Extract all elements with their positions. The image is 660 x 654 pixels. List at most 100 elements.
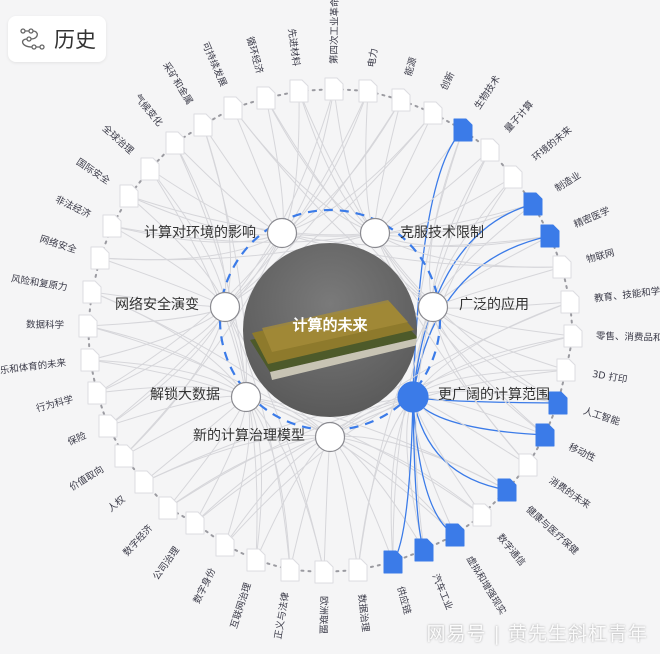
document-icon	[314, 560, 334, 584]
outer-node[interactable]: 3D 打印	[556, 358, 628, 386]
theme-node[interactable]: 解锁大数据	[150, 381, 262, 413]
outer-node-label: 数据科学	[26, 318, 64, 331]
document-icon	[289, 79, 309, 103]
theme-node[interactable]: 网络安全演变	[115, 291, 241, 323]
outer-node-label: 采矿和金属	[160, 60, 195, 107]
outer-node[interactable]: 循环经济	[244, 35, 276, 110]
highlighted-edge	[412, 203, 534, 398]
outer-node[interactable]: 非法经济	[53, 193, 122, 238]
document-icon	[560, 290, 580, 314]
outer-node[interactable]: 零售、消费品和生活方式	[563, 324, 660, 348]
theme-node[interactable]: 计算对环境的影响	[144, 217, 298, 249]
outer-node[interactable]: 消费的未来	[518, 453, 593, 511]
outer-node[interactable]: 媒体、娱乐和体育的未来	[0, 348, 100, 381]
outer-node-label: 公司治理	[150, 544, 182, 582]
center-photo[interactable]: 计算的未来	[243, 243, 418, 417]
edge	[374, 232, 546, 436]
outer-node[interactable]: 制造业	[523, 169, 583, 216]
edge	[415, 306, 434, 551]
outer-node[interactable]: 国际安全	[74, 156, 139, 208]
outer-node[interactable]: 先进材料	[285, 28, 309, 103]
outer-node[interactable]: 电力	[358, 47, 380, 103]
theme-node[interactable]: 更广阔的计算范围	[397, 381, 550, 413]
outer-node[interactable]: 正义与法律	[272, 558, 300, 640]
outer-node[interactable]: 行为科学	[35, 381, 107, 415]
outer-node[interactable]: 风险和复原力	[10, 273, 102, 304]
history-title: 历史	[54, 28, 96, 52]
theme-node[interactable]: 克服技术限制	[359, 217, 485, 249]
outer-node[interactable]: 第四次工业革命	[324, 0, 344, 101]
outer-node[interactable]: 互联网治理	[228, 548, 266, 630]
outer-node-label: 行为科学	[35, 393, 75, 415]
outer-node[interactable]: 数字身份	[191, 533, 235, 606]
outer-node-label: 教育、技能和学习	[593, 284, 660, 305]
outer-node[interactable]: 生物技术	[453, 73, 503, 142]
edge	[224, 306, 291, 571]
outer-node[interactable]: 保险	[66, 414, 118, 448]
outer-node[interactable]: 供应链	[383, 550, 414, 616]
outer-node[interactable]: 欧洲联盟	[314, 560, 334, 635]
document-icon	[453, 118, 473, 142]
outer-node[interactable]: 采矿和金属	[160, 60, 213, 137]
highlighted-edge	[412, 396, 508, 491]
outer-node[interactable]: 数字经济	[121, 496, 178, 559]
theme-node[interactable]: 广泛的应用	[417, 291, 530, 323]
outer-node-label: 创新	[438, 69, 457, 92]
outer-node-label: 数字经济	[121, 522, 156, 559]
outer-node[interactable]: 气候变化	[132, 92, 185, 155]
outer-node[interactable]: 价值取向	[67, 444, 134, 493]
center-title: 计算的未来	[292, 316, 368, 334]
theme-node-circle	[397, 381, 429, 413]
document-icon	[472, 503, 492, 527]
outer-node[interactable]: 教育、技能和学习	[560, 284, 660, 314]
edge	[224, 88, 335, 308]
document-icon	[503, 165, 523, 189]
edge	[374, 149, 491, 234]
outer-node-label: 可持续发展	[199, 40, 229, 89]
document-icon	[87, 381, 107, 405]
history-button[interactable]: 历史	[8, 16, 106, 62]
outer-node[interactable]: 数据治理	[348, 558, 372, 633]
edge	[374, 232, 559, 404]
edge	[167, 436, 331, 509]
outer-node[interactable]: 网络安全	[38, 233, 110, 270]
outer-node-label: 生物技术	[472, 73, 503, 112]
outer-node-label: 欧洲联盟	[317, 596, 330, 635]
edge	[224, 396, 414, 546]
outer-node-label: 量子计算	[502, 98, 536, 134]
document-icon	[414, 538, 434, 562]
outer-node-label: 人工智能	[582, 405, 622, 428]
edge	[123, 232, 283, 457]
outer-node[interactable]: 人权	[105, 470, 154, 515]
outer-node[interactable]: 全球治理	[100, 122, 160, 181]
edge	[202, 124, 247, 398]
document-icon	[78, 314, 98, 338]
outer-node[interactable]: 数据科学	[26, 314, 98, 338]
document-icon	[165, 131, 185, 155]
edge	[202, 124, 283, 234]
theme-node[interactable]: 新的计算治理模型	[193, 421, 346, 453]
outer-node[interactable]: 能源	[391, 55, 419, 112]
outer-node[interactable]: 汽车工业	[414, 538, 455, 612]
outer-node[interactable]: 物联网	[552, 247, 616, 279]
outer-node[interactable]: 数字通信	[472, 503, 528, 568]
outer-node[interactable]: 公司治理	[150, 511, 205, 582]
theme-node-circle	[314, 421, 346, 453]
outer-node[interactable]: 移动性	[535, 423, 598, 464]
outer-node-label: 精密医学	[572, 205, 612, 231]
theme-node-label: 新的计算治理模型	[193, 428, 305, 444]
outer-node[interactable]: 创新	[423, 69, 457, 125]
outer-node-label: 媒体、娱乐和体育的未来	[0, 356, 67, 381]
outer-node-label: 网络安全	[38, 233, 78, 256]
document-icon	[193, 113, 213, 137]
theme-node-label: 计算对环境的影响	[144, 225, 256, 241]
outer-node[interactable]: 量子计算	[480, 98, 536, 162]
outer-node-label: 正义与法律	[272, 591, 292, 640]
outer-node[interactable]: 可持续发展	[199, 40, 243, 120]
edge	[87, 325, 331, 438]
outer-node[interactable]: 人工智能	[548, 391, 622, 428]
outer-node-label: 虚拟和增强现实	[464, 554, 509, 617]
edge	[329, 301, 571, 438]
outer-node[interactable]: 精密医学	[540, 205, 612, 248]
